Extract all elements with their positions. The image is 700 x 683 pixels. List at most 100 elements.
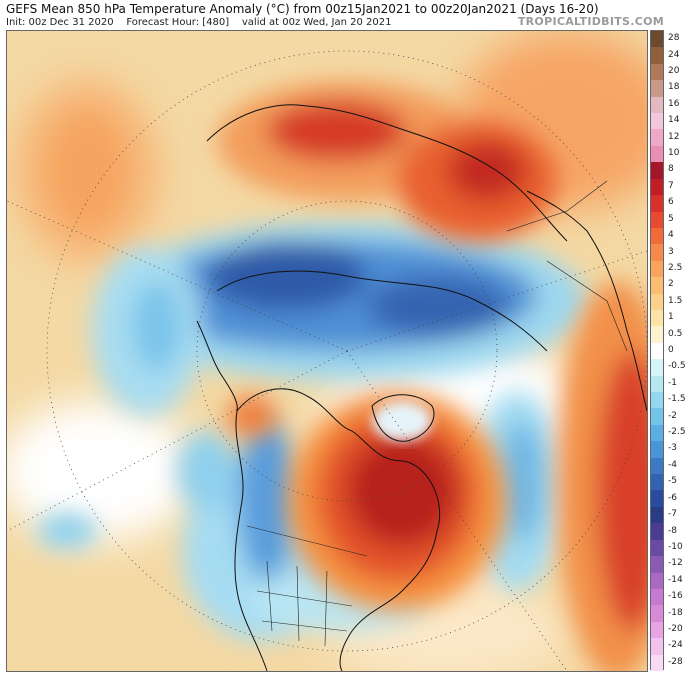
coastline-siberia [216, 270, 548, 352]
colorbar-tick-label: -0.5 [668, 361, 686, 372]
coastline-north-america [236, 388, 441, 671]
colorbar-swatch [651, 244, 663, 262]
colorbar-tick-label: -18 [668, 607, 683, 618]
colorbar-swatch [651, 490, 663, 508]
colorbar-swatch [651, 539, 663, 557]
colorbar-labels: 28 24 20 18 16 14 12 10 8 7 6 5 4 3 2.5 2 1.5 1 0.5 0 -0.5 -1… [668, 30, 700, 670]
colorbar-tick-label: 28 [668, 33, 680, 44]
cold-far-west [37, 513, 97, 549]
coastlines [196, 104, 647, 671]
colorbar-tick-label: -20 [668, 623, 683, 634]
colorbar-swatch [651, 326, 663, 344]
colorbar-tick-label: 1 [668, 312, 674, 323]
political-borders [246, 180, 628, 647]
colorbar-tick-label: -12 [668, 558, 683, 569]
colorbar-tick-label: 2.5 [668, 262, 683, 273]
coastline-west-america [234, 410, 268, 671]
colorbar [650, 30, 664, 672]
europe-borders-1 [546, 260, 628, 352]
colorbar-tick-label: 18 [668, 82, 680, 93]
colorbar-swatch [651, 392, 663, 409]
colorbar-swatch [651, 359, 663, 377]
colorbar-swatch [651, 113, 663, 130]
colorbar-swatch [651, 506, 663, 524]
colorbar-swatch [651, 342, 663, 360]
colorbar-swatch [651, 96, 663, 114]
cold-pacific [132, 281, 182, 371]
colorbar-swatch [651, 621, 663, 639]
warm-alaska [227, 396, 277, 436]
coastline-eurasia [206, 104, 568, 242]
colorbar-tick-label: 0.5 [668, 328, 683, 339]
colorbar-swatch [651, 408, 663, 426]
colorbar-tick-label: 4 [668, 230, 674, 241]
colorbar-tick-label: -28 [668, 656, 683, 667]
graticule-circle-inner [196, 200, 498, 502]
colorbar-tick-label: -6 [668, 492, 677, 503]
colorbar-swatch [651, 474, 663, 491]
colorbar-swatch [651, 227, 663, 245]
coastline-europe [526, 190, 647, 412]
colorbar-tick-label: 3 [668, 246, 674, 257]
colorbar-swatch [651, 162, 663, 180]
us-canada-border [246, 525, 368, 557]
colorbar-tick-label: 1.5 [668, 295, 683, 306]
valid-time: valid at 00z Wed, Jan 20 2021 [241, 17, 392, 28]
colorbar-tick-label: -10 [668, 541, 683, 552]
colorbar-tick-label: 8 [668, 164, 674, 175]
warm-anomaly-fields [52, 81, 647, 671]
forecast-hour: Forecast Hour: [480] [126, 17, 230, 28]
colorbar-swatch [651, 375, 663, 393]
map-title: GEFS Mean 850 hPa Temperature Anomaly (°… [6, 2, 599, 16]
colorbar-swatch [651, 605, 663, 623]
colorbar-tick-label: -3 [668, 443, 677, 454]
us-state-lines-2 [296, 565, 300, 642]
colorbar-swatch [651, 260, 663, 278]
us-state-lines-5 [261, 620, 348, 632]
cold-atlantic [500, 421, 544, 541]
colorbar-swatch [651, 178, 663, 196]
colorbar-swatch [651, 63, 663, 81]
colorbar-swatch [651, 309, 663, 327]
colorbar-swatch [651, 654, 663, 672]
colorbar-tick-label: 5 [668, 213, 674, 224]
colorbar-swatch [651, 457, 663, 475]
colorbar-tick-label: -24 [668, 640, 683, 651]
init-time: Init: 00z Dec 31 2020 [6, 17, 114, 28]
colorbar-tick-label: -7 [668, 509, 677, 520]
graticule-meridian-1 [7, 200, 348, 352]
colorbar-tick-label: -8 [668, 525, 677, 536]
colorbar-swatch [651, 556, 663, 574]
colorbar-swatch [651, 441, 663, 459]
cold-west-us [237, 421, 297, 581]
brand-watermark: TROPICALTIDBITS.COM [517, 15, 664, 28]
cold-core-east [367, 276, 507, 336]
warm-east [597, 351, 647, 631]
colorbar-tick-label: 2 [668, 279, 674, 290]
us-state-lines-3 [324, 570, 328, 647]
colorbar-swatch [651, 424, 663, 442]
colorbar-tick-label: 12 [668, 131, 680, 142]
cold-west-patch [177, 431, 237, 511]
us-state-lines-4 [256, 590, 353, 607]
europe-borders-2 [506, 180, 608, 232]
colorbar-tick-label: 7 [668, 180, 674, 191]
map-graphic [7, 31, 647, 671]
colorbar-swatch [651, 523, 663, 541]
colorbar-swatch [651, 277, 663, 295]
us-state-lines-1 [266, 560, 273, 632]
warm-arctic [267, 101, 407, 161]
white-region-west [7, 401, 197, 541]
cold-anomaly-fields [37, 221, 587, 641]
colorbar-swatch [651, 638, 663, 656]
colorbar-swatch [651, 588, 663, 606]
warm-canada-core [347, 436, 457, 546]
colorbar-tick-label: 6 [668, 197, 674, 208]
cold-core-siberia [207, 241, 367, 311]
anomaly-map [6, 30, 648, 672]
colorbar-tick-label: 20 [668, 66, 680, 77]
colorbar-tick-label: 24 [668, 49, 680, 60]
graticule-meridian-3 [7, 350, 348, 532]
colorbar-swatch [651, 80, 663, 98]
colorbar-tick-label: -4 [668, 459, 677, 470]
